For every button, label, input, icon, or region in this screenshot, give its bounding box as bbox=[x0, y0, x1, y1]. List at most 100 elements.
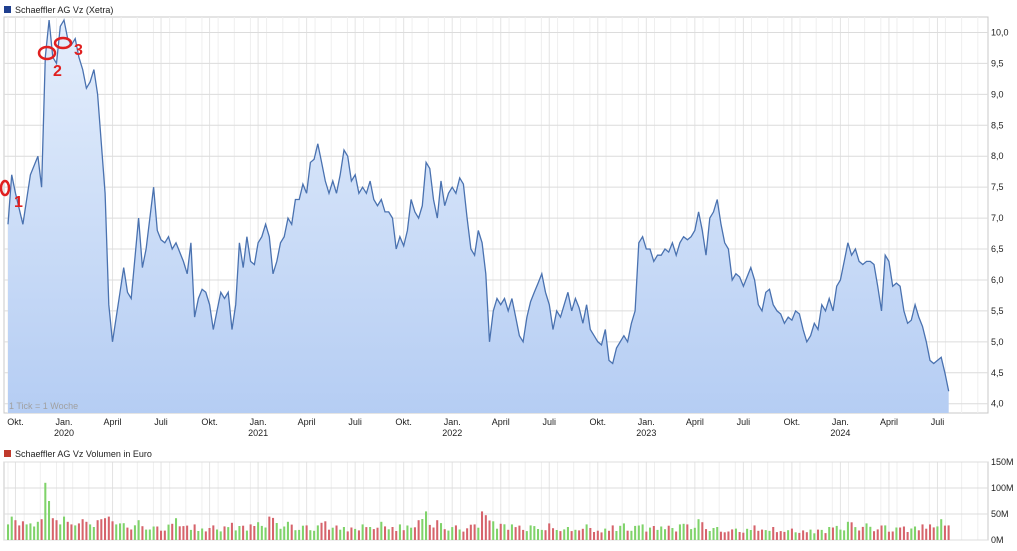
x-tick-year: 2024 bbox=[830, 428, 850, 438]
volume-bar bbox=[667, 525, 670, 540]
volume-bar bbox=[387, 529, 390, 540]
volume-bar bbox=[794, 532, 797, 540]
price-ytick-label: 10,0 bbox=[991, 27, 1009, 37]
volume-bar bbox=[914, 526, 917, 540]
volume-bar bbox=[133, 525, 136, 540]
volume-bar bbox=[731, 529, 734, 540]
volume-bar bbox=[712, 528, 715, 540]
x-tick-label: April bbox=[492, 417, 510, 427]
volume-bar bbox=[716, 527, 719, 540]
volume-bar bbox=[865, 523, 868, 540]
volume-bar bbox=[615, 531, 618, 540]
volume-bar bbox=[451, 527, 454, 540]
volume-bar bbox=[738, 532, 741, 540]
volume-bar bbox=[454, 525, 457, 540]
volume-bar bbox=[279, 528, 282, 540]
volume-bar bbox=[548, 523, 551, 540]
volume-bar bbox=[391, 527, 394, 540]
volume-bar bbox=[33, 526, 36, 540]
volume-ytick-label: 0M bbox=[991, 535, 1004, 545]
volume-y-axis: 0M 50M 100M 150M bbox=[991, 457, 1014, 545]
volume-bar bbox=[152, 526, 155, 540]
x-tick-label: Okt. bbox=[590, 417, 607, 427]
price-ytick-label: 6,0 bbox=[991, 275, 1004, 285]
volume-bar bbox=[238, 526, 241, 540]
volume-bar bbox=[339, 529, 342, 540]
annotation-3-label: 3 bbox=[74, 42, 83, 59]
volume-bar bbox=[783, 531, 786, 540]
volume-bar bbox=[286, 521, 289, 540]
volume-bar bbox=[230, 522, 233, 540]
volume-bar bbox=[283, 526, 286, 540]
volume-bar bbox=[137, 520, 140, 540]
volume-bar bbox=[175, 518, 178, 540]
x-tick-label: April bbox=[686, 417, 704, 427]
volume-bar bbox=[316, 525, 319, 540]
volume-bar bbox=[917, 530, 920, 540]
volume-bar bbox=[608, 530, 611, 540]
x-tick-label: Jan. bbox=[832, 417, 849, 427]
volume-bar bbox=[440, 523, 443, 540]
volume-bar bbox=[779, 531, 782, 540]
volume-bar bbox=[772, 527, 775, 540]
volume-bar bbox=[186, 525, 189, 540]
volume-bar bbox=[257, 522, 260, 540]
volume-bar bbox=[122, 523, 125, 540]
volume-bar bbox=[477, 527, 480, 540]
volume-bar bbox=[384, 526, 387, 540]
volume-bar bbox=[305, 525, 308, 540]
volume-bar bbox=[843, 530, 846, 540]
x-tick-label: Jan. bbox=[444, 417, 461, 427]
volume-bar bbox=[936, 526, 939, 540]
volume-bar bbox=[107, 516, 110, 540]
volume-bar bbox=[641, 524, 644, 540]
volume-bar bbox=[514, 527, 517, 540]
volume-bar bbox=[145, 529, 148, 540]
x-tick-label: April bbox=[104, 417, 122, 427]
volume-bar bbox=[682, 523, 685, 540]
volume-bar bbox=[891, 531, 894, 540]
volume-bar bbox=[223, 526, 226, 540]
volume-bar bbox=[402, 530, 405, 540]
volume-bar bbox=[529, 525, 532, 540]
volume-bar bbox=[204, 531, 207, 540]
volume-bar bbox=[59, 524, 62, 540]
volume-bar bbox=[365, 527, 368, 540]
volume-bar bbox=[70, 524, 73, 540]
price-ytick-label: 5,0 bbox=[991, 337, 1004, 347]
volume-bar bbox=[92, 527, 95, 540]
volume-bar bbox=[290, 524, 293, 540]
volume-bar bbox=[496, 528, 499, 540]
volume-bar bbox=[268, 516, 271, 540]
volume-bar bbox=[943, 525, 946, 540]
volume-ytick-label: 50M bbox=[991, 509, 1009, 519]
volume-bar bbox=[74, 525, 77, 540]
volume-bar bbox=[835, 525, 838, 540]
price-area bbox=[8, 20, 949, 413]
volume-bar bbox=[522, 529, 525, 540]
price-ytick-label: 7,5 bbox=[991, 182, 1004, 192]
x-tick-label: Okt. bbox=[7, 417, 24, 427]
x-tick-label: Okt. bbox=[201, 417, 218, 427]
volume-bar bbox=[208, 528, 211, 540]
volume-bar bbox=[921, 524, 924, 540]
volume-bar bbox=[858, 530, 861, 540]
volume-bar bbox=[824, 533, 827, 540]
volume-bar bbox=[466, 528, 469, 540]
volume-bar bbox=[436, 520, 439, 540]
volume-bar bbox=[585, 524, 588, 540]
x-tick-label: Juli bbox=[737, 417, 751, 427]
volume-bar bbox=[234, 530, 237, 540]
volume-bar bbox=[320, 522, 323, 540]
volume-bar bbox=[552, 528, 555, 540]
tick-note: 1 Tick = 1 Woche bbox=[9, 401, 78, 411]
volume-bar bbox=[798, 532, 801, 540]
volume-bar bbox=[372, 529, 375, 540]
price-line bbox=[7, 18, 950, 392]
volume-bar bbox=[753, 525, 756, 540]
volume-bar bbox=[802, 530, 805, 540]
volume-bar bbox=[876, 529, 879, 540]
volume-bar bbox=[156, 526, 159, 540]
volume-bar bbox=[10, 516, 13, 540]
x-tick-year: 2020 bbox=[54, 428, 74, 438]
